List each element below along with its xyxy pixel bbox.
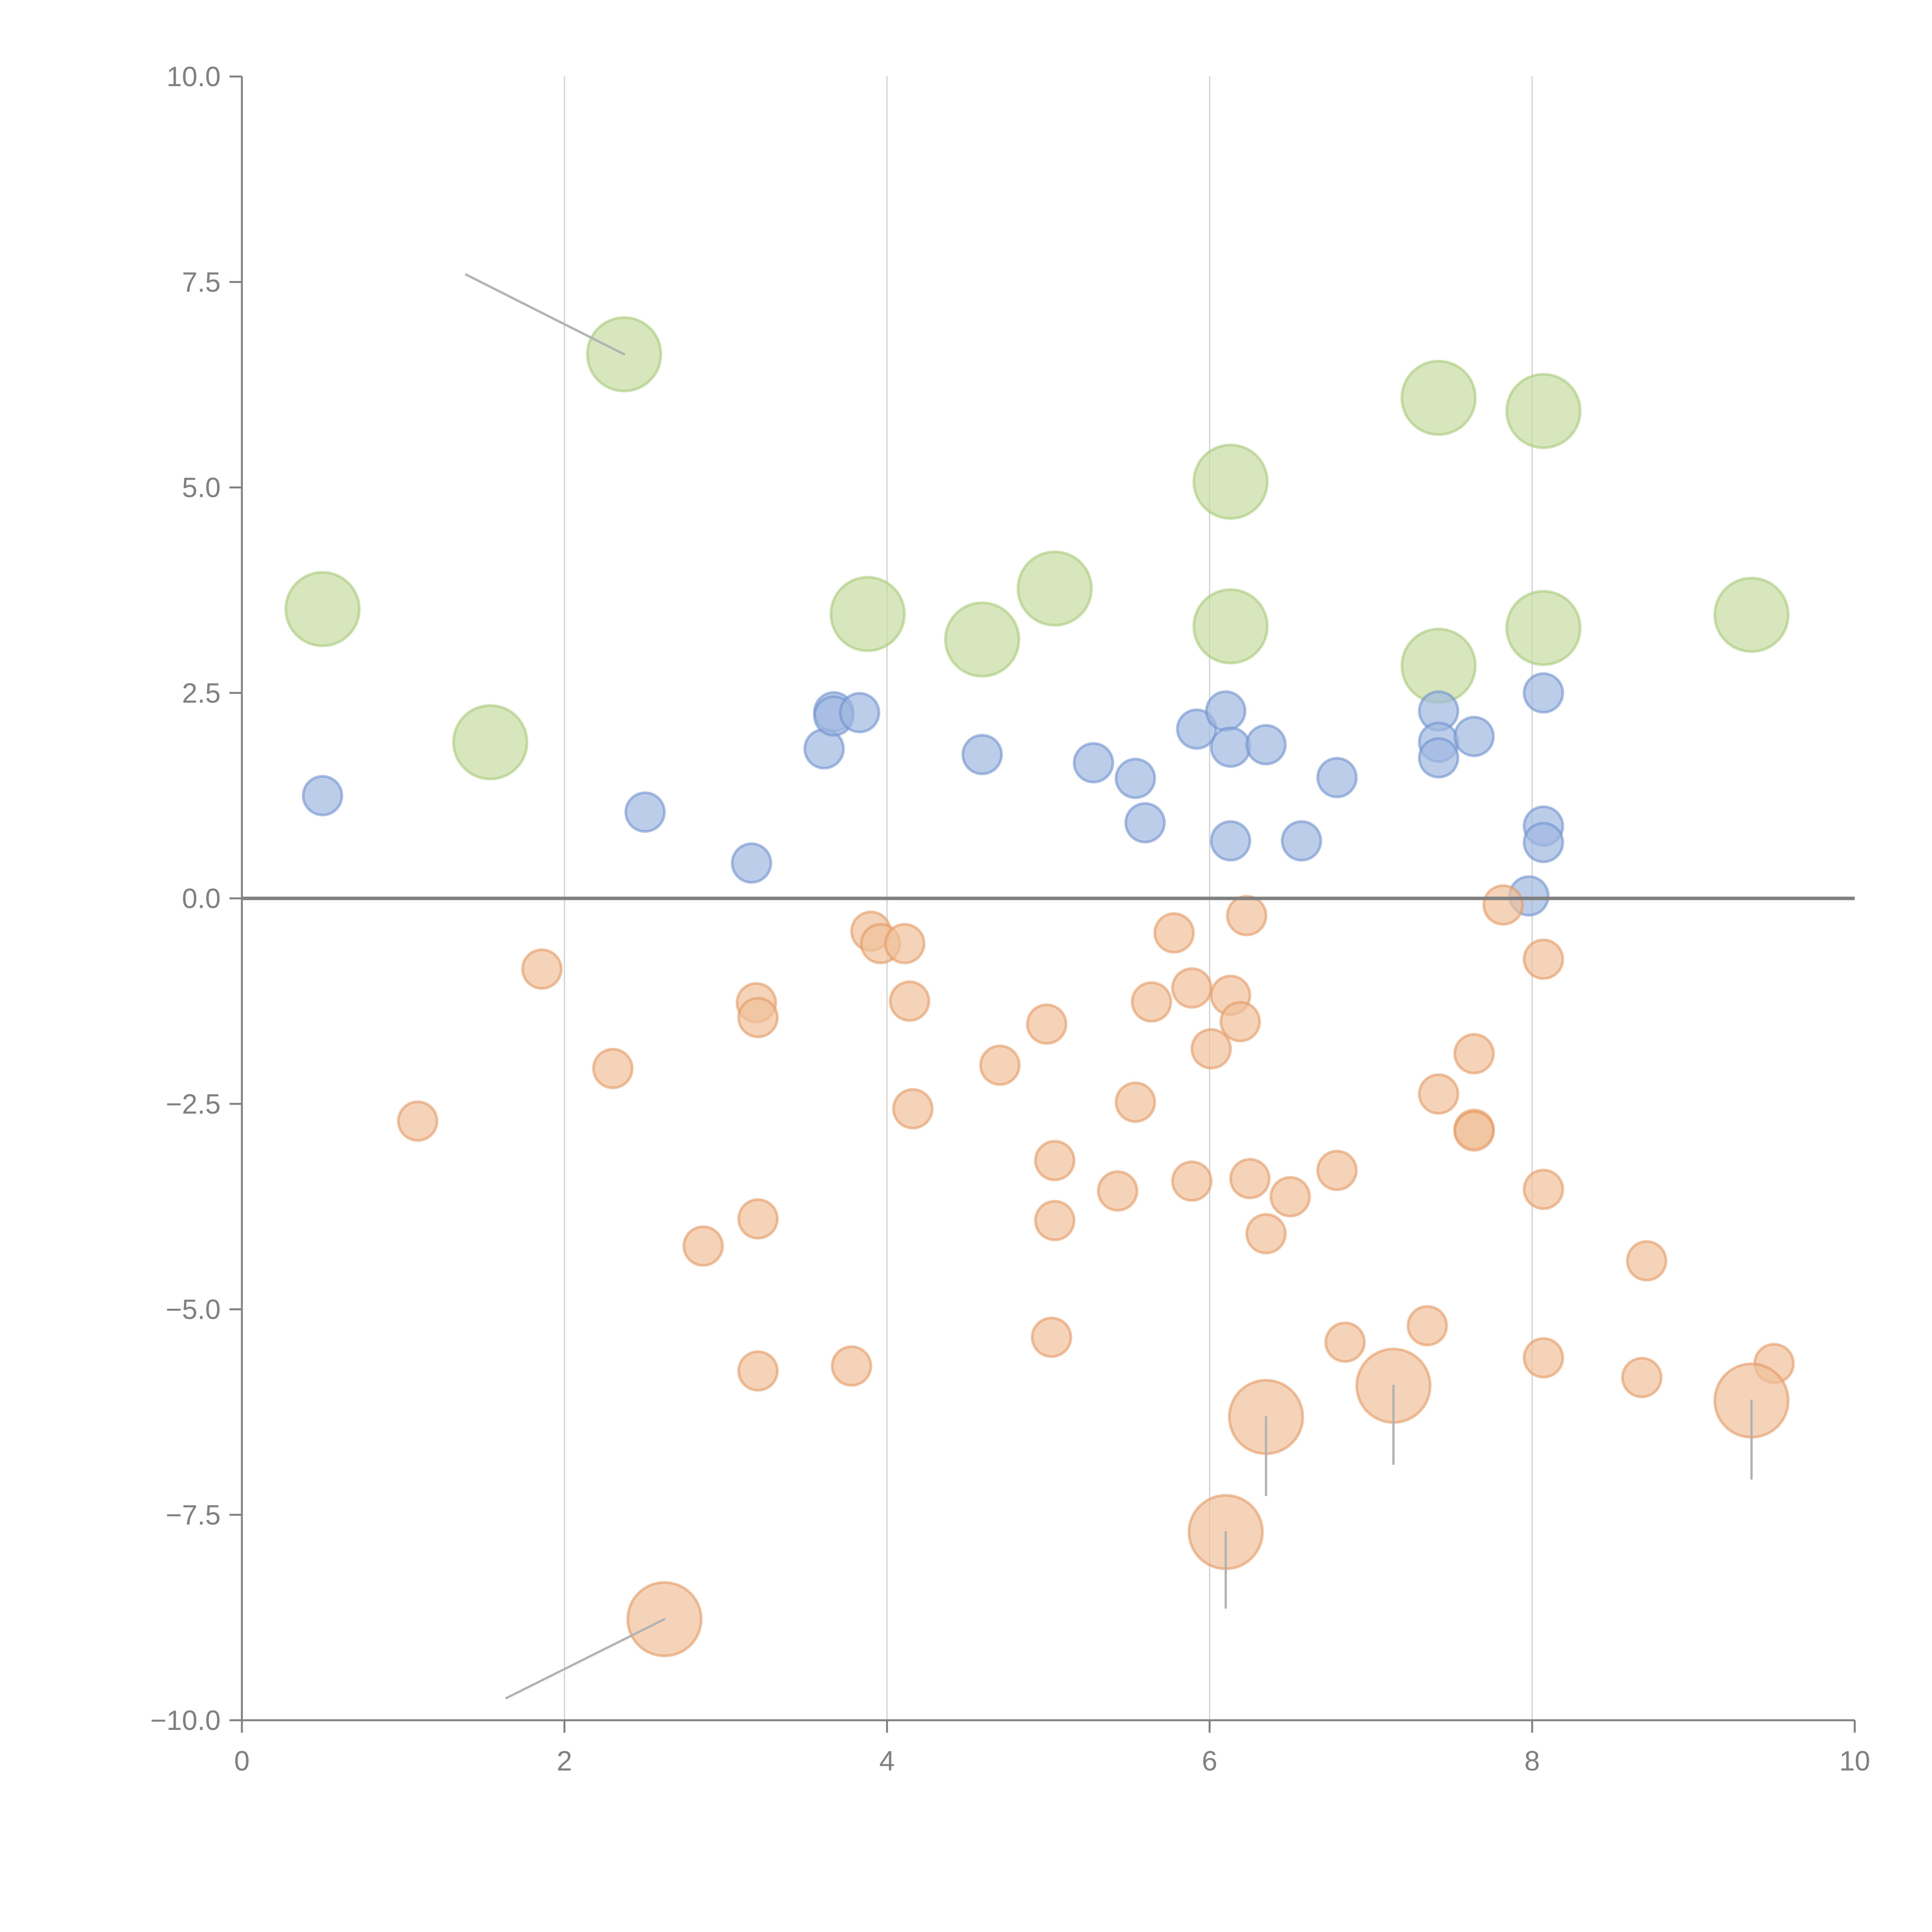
point-orange — [1522, 938, 1564, 980]
point-orange — [1171, 967, 1213, 1009]
y-tick-label: −2.5 — [166, 1089, 221, 1120]
point-green — [1400, 360, 1477, 436]
annotation-leader-line — [465, 273, 626, 355]
point-orange — [889, 980, 930, 1022]
y-tick-label: 5.0 — [182, 473, 221, 503]
point-blue — [1522, 672, 1564, 714]
x-tick-label: 10 — [1839, 1746, 1870, 1777]
y-tick-label: 2.5 — [182, 678, 221, 709]
x-tick-label: 0 — [234, 1746, 250, 1777]
point-blue — [1418, 737, 1459, 779]
point-blue — [1245, 724, 1287, 765]
point-green — [284, 571, 361, 647]
point-orange — [1031, 1316, 1072, 1358]
point-blue — [1210, 820, 1252, 862]
point-blue — [624, 791, 666, 833]
y-tick-label: 10.0 — [167, 61, 221, 92]
x-tick-label: 4 — [879, 1746, 895, 1777]
point-blue — [1124, 802, 1166, 844]
y-tick-label: −5.0 — [166, 1294, 221, 1325]
point-blue — [1205, 690, 1247, 732]
point-orange — [1034, 1200, 1076, 1242]
point-green — [452, 704, 529, 781]
point-orange — [682, 1225, 724, 1267]
point-orange — [1406, 1305, 1448, 1347]
point-orange — [1522, 1168, 1564, 1210]
annotation-leaders — [465, 273, 1753, 1699]
point-orange — [1453, 1110, 1495, 1152]
x-tick-label: 2 — [557, 1746, 572, 1777]
point-green — [1713, 577, 1790, 653]
point-orange — [1190, 1028, 1232, 1070]
point-blue — [1316, 757, 1358, 798]
point-orange — [1131, 981, 1172, 1023]
point-orange — [1418, 1073, 1459, 1115]
point-orange — [1269, 1176, 1311, 1218]
y-tick-label: 0.0 — [182, 883, 221, 914]
point-orange — [979, 1044, 1021, 1086]
point-blue — [302, 775, 344, 816]
x-tick-label: 8 — [1524, 1746, 1540, 1777]
point-blue — [961, 734, 1003, 776]
point-orange — [831, 1345, 872, 1387]
point-green — [1017, 550, 1093, 627]
point-orange — [1621, 1357, 1663, 1398]
point-green — [1192, 588, 1269, 665]
point-orange — [1522, 1337, 1564, 1379]
point-blue — [1210, 726, 1252, 768]
point-orange — [1453, 1033, 1495, 1075]
point-green — [1192, 444, 1269, 520]
point-blue — [731, 842, 772, 884]
point-blue — [1453, 716, 1495, 757]
point-orange — [1219, 1001, 1261, 1043]
point-orange — [1034, 1140, 1076, 1182]
point-orange — [1229, 1158, 1271, 1199]
data-points — [284, 316, 1795, 1657]
point-orange — [521, 948, 563, 990]
point-orange — [737, 1198, 779, 1240]
point-green — [830, 576, 906, 652]
point-orange — [737, 997, 779, 1038]
y-tick-label: −7.5 — [166, 1500, 221, 1531]
point-orange — [1324, 1321, 1366, 1363]
point-orange — [1226, 895, 1267, 937]
point-green — [1505, 373, 1582, 449]
point-green — [1505, 590, 1582, 666]
point-orange — [1114, 1081, 1156, 1123]
point-orange — [737, 1350, 779, 1392]
point-orange — [397, 1100, 439, 1142]
point-blue — [1281, 820, 1322, 862]
point-orange — [1626, 1240, 1668, 1282]
point-blue — [1114, 757, 1156, 799]
point-orange — [1026, 1003, 1068, 1045]
y-tick-label: −10.0 — [150, 1705, 221, 1736]
point-orange — [1097, 1170, 1138, 1212]
point-orange — [1171, 1160, 1213, 1202]
point-green — [944, 601, 1020, 678]
point-orange — [884, 923, 926, 964]
point-orange — [1153, 912, 1195, 954]
point-orange — [1482, 884, 1524, 926]
point-orange — [1316, 1150, 1358, 1191]
point-blue — [1522, 821, 1564, 863]
axes: 10.0 7.5 5.0 2.5 0.0 −2.5 −5.0 −7.5 −10.0 0 2 4 6 8 10 — [150, 61, 1870, 1777]
x-tick-label: 6 — [1202, 1746, 1217, 1777]
point-blue — [839, 692, 881, 733]
point-blue — [1073, 742, 1114, 784]
point-orange — [592, 1048, 634, 1089]
y-tick-label: 7.5 — [182, 267, 221, 298]
annotation-leader-line — [505, 1618, 666, 1699]
point-orange — [1245, 1213, 1287, 1255]
point-orange — [892, 1088, 934, 1130]
